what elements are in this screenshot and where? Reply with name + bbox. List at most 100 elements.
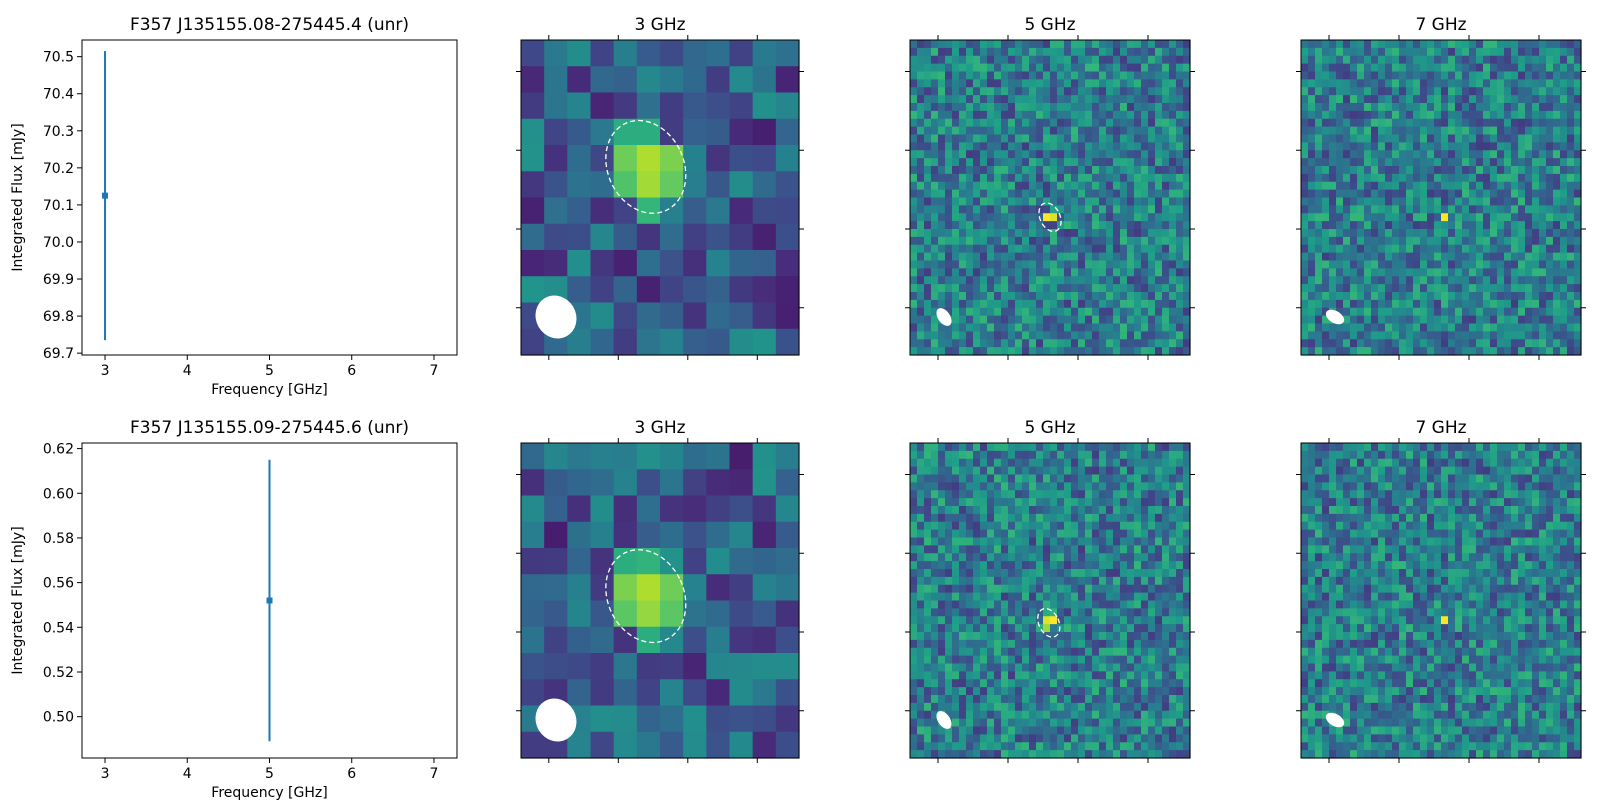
heatmap-pixel — [1483, 205, 1491, 214]
heatmap-pixel — [1148, 236, 1156, 246]
heatmap-pixel — [1371, 260, 1379, 269]
heatmap-pixel — [1001, 315, 1009, 325]
heatmap-pixel — [1015, 331, 1023, 340]
heatmap-pixel — [1427, 189, 1435, 199]
heatmap-pixel — [1113, 679, 1121, 688]
heatmap-pixel — [1120, 189, 1128, 199]
heatmap-pixel — [1343, 221, 1351, 230]
heatmap-pixel — [1469, 63, 1477, 73]
heatmap-pixel — [1455, 339, 1463, 348]
heatmap-pixel — [1022, 166, 1030, 175]
heatmap-pixel — [1176, 687, 1184, 696]
heatmap-pixel — [1099, 576, 1107, 586]
heatmap-pixel — [910, 702, 918, 712]
heatmap-pixel — [1176, 299, 1184, 309]
heatmap-pixel — [1301, 197, 1309, 206]
heatmap-pixel — [1532, 63, 1540, 73]
heatmap-pixel — [924, 498, 932, 507]
heatmap-pixel — [1099, 47, 1107, 57]
heatmap-pixel — [1099, 71, 1107, 80]
heatmap-pixel — [1141, 529, 1149, 539]
heatmap-pixel — [1029, 671, 1037, 680]
heatmap-pixel — [1525, 71, 1533, 80]
heatmap-pixel — [1357, 292, 1365, 301]
heatmap-pixel — [1148, 600, 1156, 609]
heatmap-pixel — [1120, 624, 1128, 633]
heatmap-pixel — [910, 490, 918, 499]
heatmap-pixel — [1092, 95, 1100, 104]
heatmap-pixel — [1148, 474, 1156, 483]
heatmap-pixel — [1092, 498, 1100, 507]
heatmap-pixel — [959, 158, 967, 167]
heatmap-pixel — [917, 545, 925, 554]
heatmap-pixel — [1141, 150, 1149, 159]
heatmap-pixel — [1015, 608, 1023, 617]
heatmap-pixel — [1001, 323, 1009, 332]
heatmap-pixel — [1043, 458, 1051, 468]
heatmap-pixel — [959, 110, 967, 120]
heatmap-pixel — [1092, 450, 1100, 460]
heatmap-pixel — [980, 695, 988, 704]
heatmap-pixel — [1169, 553, 1177, 562]
heatmap-pixel — [1029, 450, 1037, 460]
heatmap-pixel — [924, 87, 932, 96]
heatmap-pixel — [1336, 252, 1344, 262]
heatmap-pixel — [521, 469, 545, 497]
heatmap-pixel — [980, 513, 988, 523]
heatmap-pixel — [1050, 624, 1058, 633]
heatmap-pixel — [1462, 244, 1470, 254]
heatmap-pixel — [1043, 545, 1051, 554]
heatmap-pixel — [917, 63, 925, 73]
heatmap-pixel — [1162, 600, 1170, 609]
heatmap-pixel — [1162, 482, 1170, 491]
heatmap-pixel — [729, 223, 754, 251]
heatmap-pixel — [1099, 284, 1107, 293]
heatmap-pixel — [1169, 252, 1177, 262]
heatmap-pixel — [1385, 142, 1393, 151]
heatmap-pixel — [1162, 110, 1170, 120]
heatmap-pixel — [1050, 40, 1058, 49]
heatmap-pixel — [952, 545, 960, 554]
heatmap-pixel — [1148, 513, 1156, 523]
heatmap-pixel — [1336, 181, 1344, 191]
heatmap-pixel — [924, 679, 932, 688]
heatmap-pixel — [1078, 173, 1086, 183]
heatmap-pixel — [1127, 513, 1135, 523]
heatmap-pixel — [590, 276, 615, 304]
heatmap-pixel — [1169, 466, 1177, 476]
heatmap-pixel — [1022, 513, 1030, 523]
heatmap-pixel — [931, 639, 939, 649]
heatmap-pixel — [683, 276, 707, 304]
heatmap-pixel — [1141, 307, 1149, 317]
heatmap-pixel — [1050, 537, 1058, 546]
heatmap-pixel — [521, 626, 545, 654]
heatmap-pixel — [1399, 221, 1407, 230]
heatmap-pixel — [1099, 443, 1107, 452]
heatmap-pixel — [910, 307, 918, 317]
heatmap-pixel — [1546, 95, 1554, 104]
heatmap-pixel — [1567, 71, 1575, 80]
heatmap-pixel — [959, 134, 967, 143]
heatmap-pixel — [910, 189, 918, 199]
heatmap-pixel — [980, 663, 988, 672]
heatmap-pixel — [1064, 702, 1072, 712]
heatmap-pixel — [973, 40, 981, 49]
heatmap-pixel — [1357, 268, 1365, 277]
heatmap-pixel — [1001, 79, 1009, 88]
heatmap-pixel — [1036, 307, 1044, 317]
heatmap-pixel — [1008, 205, 1016, 214]
heatmap-pixel — [1413, 181, 1421, 191]
heatmap-pixel — [1441, 299, 1449, 309]
heatmap-pixel — [1015, 307, 1023, 317]
heatmap-pixel — [1078, 268, 1086, 277]
heatmap-pixel — [1057, 632, 1065, 641]
heatmap-pixel — [1008, 655, 1016, 665]
heatmap-pixel — [966, 323, 974, 332]
heatmap-pixel — [1322, 315, 1330, 325]
heatmap-pixel — [1106, 663, 1114, 672]
heatmap-pixel — [1141, 702, 1149, 712]
heatmap-pixel — [1029, 624, 1037, 633]
heatmap-pixel — [994, 252, 1002, 262]
heatmap-pixel — [987, 490, 995, 499]
heatmap-pixel — [987, 443, 995, 452]
